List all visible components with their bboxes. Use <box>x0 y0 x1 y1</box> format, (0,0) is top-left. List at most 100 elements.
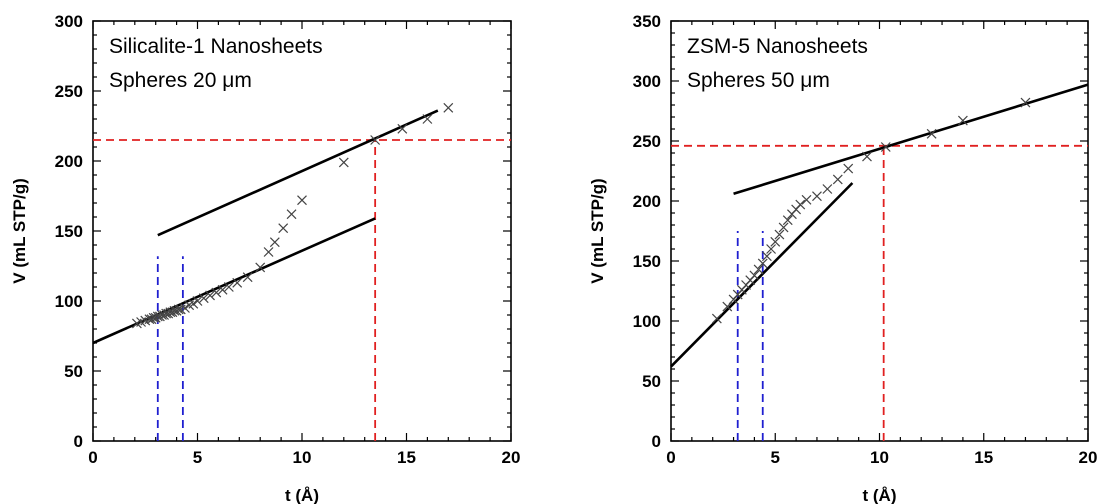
y-tick-label: 100 <box>55 292 83 311</box>
data-point-stroke <box>757 258 768 269</box>
data-point <box>180 303 190 313</box>
data-point-stroke <box>770 236 781 247</box>
data-point-stroke <box>443 102 454 113</box>
data-point <box>297 195 307 206</box>
data-point-stroke <box>753 264 764 275</box>
data-point <box>778 222 789 233</box>
data-point-stroke <box>286 209 297 220</box>
data-point <box>722 301 733 312</box>
x-tick-label: 20 <box>502 448 521 467</box>
data-point <box>211 287 222 298</box>
data-point-stroke <box>188 298 199 309</box>
data-point-stroke <box>263 247 274 257</box>
x-axis-title: t (Å) <box>863 486 897 504</box>
x-tick-label: 5 <box>193 448 202 467</box>
data-point-stroke <box>1020 97 1031 108</box>
x-tick-label: 20 <box>1079 448 1098 467</box>
data-point-stroke <box>778 222 789 233</box>
y-tick-label: 350 <box>633 12 661 31</box>
data-point <box>957 115 968 126</box>
data-point-stroke <box>880 142 891 152</box>
y-tick-label: 250 <box>55 82 83 101</box>
data-point-stroke <box>722 301 733 312</box>
sample-label-line-1: Silicalite-1 Nanosheets <box>109 35 323 58</box>
data-point-stroke <box>242 272 253 283</box>
x-tick-label: 0 <box>666 448 675 467</box>
data-point-stroke <box>370 135 381 145</box>
data-point <box>205 290 215 301</box>
y-tick-label: 300 <box>633 72 661 91</box>
data-point <box>822 184 833 194</box>
data-point <box>422 114 433 124</box>
data-point-stroke <box>774 229 785 240</box>
data-point-stroke <box>422 114 433 124</box>
data-point-stroke <box>926 128 937 139</box>
y-tick-label: 200 <box>633 192 661 211</box>
data-point <box>1020 97 1031 108</box>
data-point-stroke <box>269 237 280 248</box>
y-tick-label: 50 <box>64 362 83 381</box>
data-point <box>278 223 289 234</box>
data-point <box>397 123 408 134</box>
sample-label-line-2: Spheres 20 μm <box>109 69 252 92</box>
data-point-stroke <box>749 270 760 281</box>
data-point-stroke <box>801 194 812 205</box>
data-point-stroke <box>180 303 190 313</box>
data-point <box>880 142 891 152</box>
x-tick-label: 10 <box>293 448 312 467</box>
data-point-stroke <box>782 215 793 226</box>
data-point <box>711 313 722 324</box>
data-point-stroke <box>822 184 833 194</box>
data-point <box>188 298 199 309</box>
data-point-stroke <box>795 199 806 210</box>
y-tick-label: 0 <box>652 432 661 451</box>
data-point-stroke <box>832 174 843 185</box>
data-point <box>766 244 777 254</box>
y-tick-label: 100 <box>633 312 661 331</box>
x-axis-title: t (Å) <box>285 486 319 504</box>
x-tick-label: 15 <box>974 448 993 467</box>
data-point <box>370 135 381 145</box>
data-point-stroke <box>711 313 722 324</box>
data-point <box>862 151 872 162</box>
data-point <box>795 199 806 210</box>
data-point <box>232 277 243 288</box>
y-tick-label: 300 <box>55 12 83 31</box>
data-point <box>757 258 768 269</box>
data-point-stroke <box>761 251 772 262</box>
data-point-stroke <box>173 304 184 315</box>
y-tick-label: 0 <box>74 432 83 451</box>
data-point-stroke <box>217 284 228 295</box>
data-point <box>192 296 203 306</box>
y-tick-label: 150 <box>55 222 83 241</box>
data-point-stroke <box>205 290 215 301</box>
x-tick-label: 0 <box>88 448 97 467</box>
data-point <box>753 264 764 275</box>
data-point <box>198 293 209 304</box>
data-point-stroke <box>278 223 289 234</box>
x-tick-label: 5 <box>771 448 780 467</box>
data-point <box>269 237 280 248</box>
linear-fit-line-2 <box>157 109 439 237</box>
sample-label-line-1: ZSM-5 Nanosheets <box>687 35 868 58</box>
data-point-stroke <box>812 191 822 202</box>
y-tick-label: 250 <box>633 132 661 151</box>
data-point-stroke <box>211 287 222 298</box>
data-point-stroke <box>223 282 234 292</box>
data-point-stroke <box>255 262 266 273</box>
data-point <box>926 128 937 139</box>
data-point <box>173 304 184 315</box>
data-point <box>761 251 772 262</box>
data-point <box>782 215 793 226</box>
data-point <box>749 270 760 281</box>
data-point-stroke <box>338 157 349 168</box>
data-point <box>832 174 843 185</box>
linear-fit-line-1 <box>670 182 854 368</box>
data-point <box>242 272 253 283</box>
data-point-stroke <box>397 123 408 134</box>
data-point <box>812 191 822 202</box>
data-point-stroke <box>198 293 209 304</box>
